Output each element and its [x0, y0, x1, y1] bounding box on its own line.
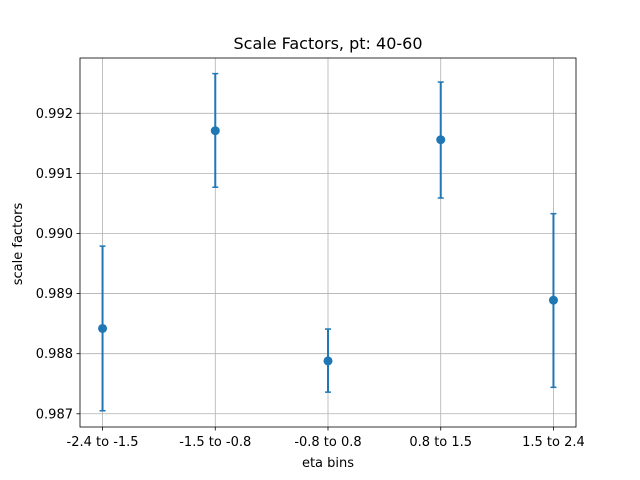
chart-title: Scale Factors, pt: 40-60 — [233, 34, 422, 53]
series-layer — [98, 72, 558, 412]
x-tick-label: 0.8 to 1.5 — [409, 435, 472, 450]
y-axis-label: scale factors — [11, 203, 26, 286]
data-point — [548, 295, 558, 305]
data-point — [210, 126, 220, 136]
x-tick-label: -0.8 to 0.8 — [294, 435, 361, 450]
x-tick-label: 1.5 to 2.4 — [522, 435, 585, 450]
y-tick-label: 0.992 — [36, 107, 73, 122]
data-point — [436, 135, 446, 145]
y-tick-label: 0.989 — [36, 287, 73, 302]
y-tick-label: 0.990 — [36, 227, 73, 242]
data-point — [98, 323, 108, 333]
tick-layer: -2.4 to -1.5 -1.5 to -0.8 -0.8 to 0.8 0.8 t… — [36, 107, 585, 450]
y-tick-label: 0.987 — [36, 407, 73, 422]
y-tick-label: 0.991 — [36, 167, 73, 182]
x-tick-label: -2.4 to -1.5 — [67, 435, 139, 450]
y-tick-label: 0.988 — [36, 347, 73, 362]
x-tick-label: -1.5 to -0.8 — [179, 435, 251, 450]
data-point — [323, 356, 333, 366]
x-axis-label: eta bins — [302, 456, 354, 471]
